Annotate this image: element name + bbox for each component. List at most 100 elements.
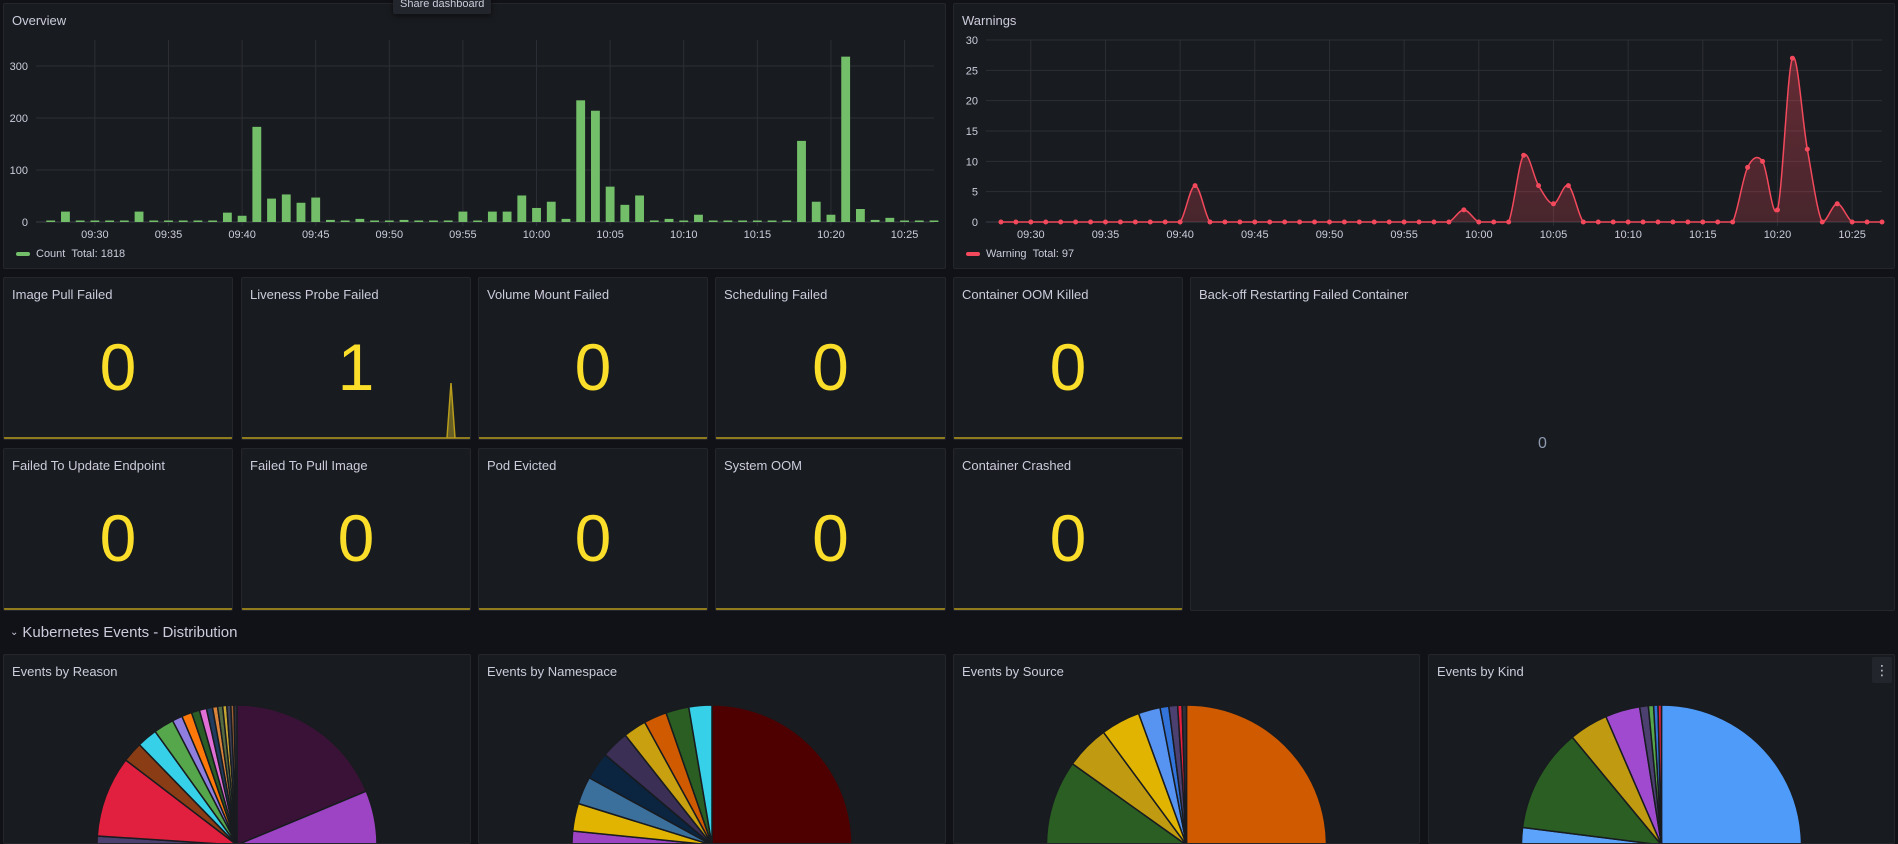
y-tick-label: 15 — [966, 126, 978, 138]
x-tick-label: 09:35 — [1092, 229, 1120, 241]
row-toggle-distribution[interactable]: ⌄ Kubernetes Events - Distribution — [10, 624, 238, 641]
sparkline — [716, 608, 945, 610]
data-point — [1058, 219, 1064, 225]
data-point — [1371, 219, 1377, 225]
data-point — [1222, 219, 1228, 225]
stat-panel-container-crashed: Container Crashed 0 — [953, 448, 1183, 611]
warnings-chart: 0 5 10 15 20 25 30 09:30 09:35 09:40 09:45 09:50 09:… — [966, 35, 1885, 241]
bar — [414, 220, 424, 222]
y-tick-label: 5 — [972, 187, 978, 199]
legend-label: Warning — [986, 248, 1027, 260]
bar — [635, 195, 644, 222]
stat-panel-system-oom: System OOM 0 — [715, 448, 946, 611]
overview-chart: 0 100 200 300 09:30 09:35 09:40 09:45 09:50 09:55… — [10, 40, 939, 241]
data-point — [1431, 219, 1437, 225]
bar — [532, 207, 541, 222]
data-point — [1341, 219, 1347, 225]
x-tick-label: 09:50 — [376, 229, 404, 241]
x-tick-label: 10:15 — [1689, 229, 1717, 241]
bar — [149, 220, 159, 222]
bar — [429, 220, 438, 222]
bar — [502, 211, 512, 222]
x-tick-label: 09:35 — [155, 229, 183, 241]
x-tick-label: 09:30 — [1017, 229, 1045, 241]
data-point — [1461, 207, 1467, 213]
panel-menu-button[interactable]: ⋮ — [1872, 657, 1892, 683]
sparkline — [716, 437, 945, 439]
data-point — [1386, 219, 1392, 225]
bar — [590, 110, 600, 222]
panel-title: Failed To Update Endpoint — [12, 458, 165, 473]
pie-slice — [96, 758, 236, 843]
bar — [797, 140, 806, 222]
data-point — [1864, 219, 1870, 225]
data-point — [1655, 219, 1661, 225]
pie-slice — [687, 704, 713, 843]
bar — [841, 56, 851, 222]
sparkline — [4, 608, 232, 610]
bar — [119, 220, 129, 222]
data-point — [1162, 219, 1168, 225]
data-point — [1834, 201, 1840, 207]
bar — [458, 211, 468, 222]
bar — [164, 220, 173, 222]
legend-total: Total: 97 — [1032, 248, 1075, 260]
pie-slice — [711, 704, 853, 843]
panel-title: Container Crashed — [962, 458, 1072, 473]
data-point — [1326, 219, 1332, 225]
overview-panel: Overview 0 100 200 300 09:30 09:35 09:40 09:45 0… — [3, 3, 946, 269]
bar — [208, 220, 218, 222]
x-tick-label: 10:15 — [744, 229, 772, 241]
data-point — [1476, 219, 1482, 225]
sparkline — [954, 608, 1182, 610]
data-point — [1446, 219, 1452, 225]
warnings-legend[interactable]: Warning Total: 97 — [966, 248, 1074, 260]
x-tick-label: 10:10 — [670, 229, 698, 241]
data-point — [1013, 219, 1019, 225]
data-point — [1640, 219, 1646, 225]
y-tick-label: 0 — [22, 217, 28, 229]
panel-title: Liveness Probe Failed — [250, 287, 379, 302]
bar — [355, 218, 365, 222]
bar — [134, 211, 144, 222]
bar — [767, 220, 777, 222]
stat-panel-volume-mount-failed: Volume Mount Failed 0 — [478, 277, 708, 440]
x-tick-label: 09:45 — [1241, 229, 1269, 241]
bar — [178, 220, 188, 222]
bar — [738, 220, 748, 222]
bar — [487, 211, 497, 222]
data-point — [1849, 219, 1855, 225]
pie-slice — [239, 790, 378, 843]
pie-chart-reason — [96, 704, 378, 843]
panel-title: Events by Namespace — [487, 664, 618, 679]
data-point — [1491, 219, 1497, 225]
bar — [605, 186, 615, 222]
bar — [340, 220, 350, 222]
data-point — [1819, 219, 1825, 225]
data-point — [1506, 219, 1512, 225]
bar — [723, 220, 733, 222]
bar — [855, 209, 865, 222]
stat-value: 0 — [99, 501, 137, 575]
bar — [237, 215, 247, 222]
y-tick-label: 25 — [966, 65, 978, 77]
bar — [90, 220, 100, 222]
bar — [826, 214, 836, 222]
overview-legend[interactable]: Count Total: 1818 — [16, 248, 125, 260]
stat-value: 1 — [337, 330, 375, 404]
stat-value: 0 — [812, 330, 849, 404]
pie-panel-kind: Events by Kind ⋮ — [1428, 654, 1895, 844]
bar — [914, 220, 924, 222]
data-point — [1192, 183, 1198, 189]
bar — [576, 100, 586, 222]
stat-panel-scheduling-failed: Scheduling Failed 0 — [715, 277, 946, 440]
x-tick-label: 10:00 — [523, 229, 551, 241]
pie-slice — [1660, 704, 1803, 843]
bar — [649, 220, 659, 222]
bar — [222, 212, 232, 222]
data-point — [1267, 219, 1273, 225]
legend-label: Count — [36, 248, 66, 260]
panel-title: Pod Evicted — [487, 458, 557, 473]
data-point — [1282, 219, 1288, 225]
pie-slice — [233, 704, 238, 843]
